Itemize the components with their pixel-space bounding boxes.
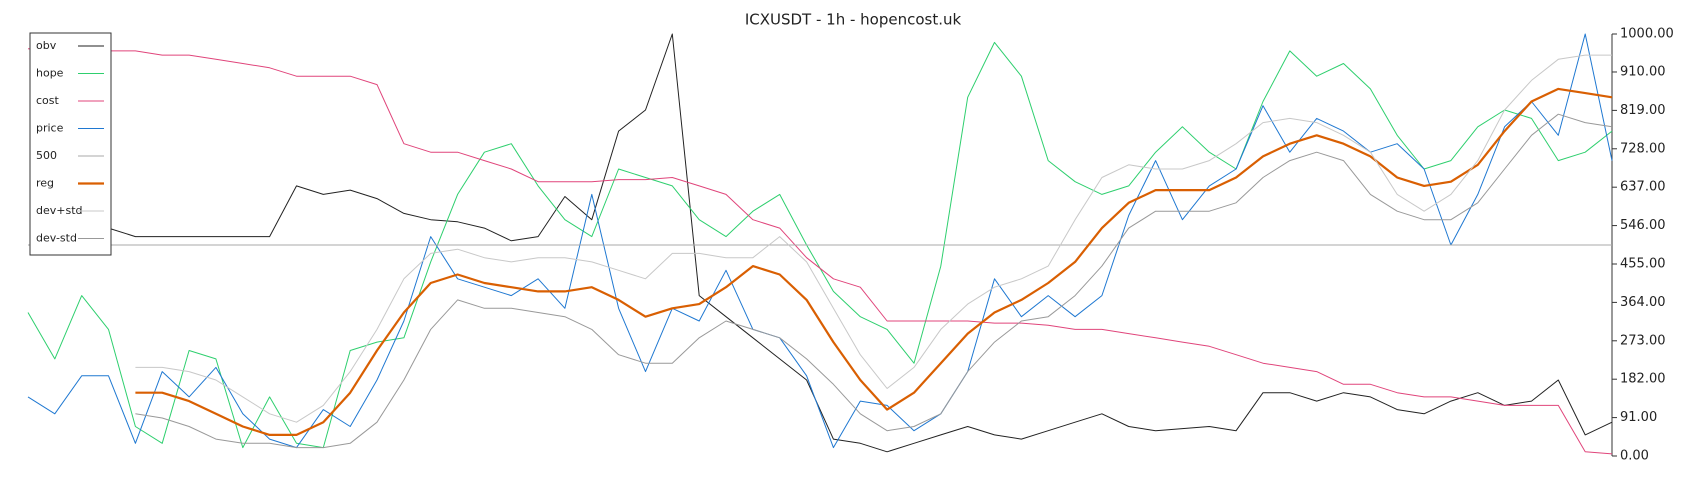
y-tick-label: 364.00	[1620, 295, 1666, 310]
y-tick-label: 273.00	[1620, 333, 1666, 348]
legend-label: obv	[36, 39, 57, 52]
line-6	[135, 54, 1612, 423]
legend-label: 500	[36, 149, 57, 162]
y-tick-label: 637.00	[1620, 180, 1666, 195]
legend-label: hope	[36, 67, 64, 80]
y-tick-label: 910.00	[1620, 64, 1666, 79]
line-5	[135, 87, 1613, 436]
y-tick-label: 455.00	[1620, 256, 1666, 271]
line-2	[27, 48, 1613, 455]
line-0	[108, 33, 1613, 453]
legend-box	[29, 32, 112, 256]
line-7	[135, 113, 1613, 449]
legend-label: dev-std	[36, 232, 77, 245]
chart-title: ICXUSDT - 1h - hopencost.uk	[745, 11, 962, 29]
legend-label: reg	[36, 177, 54, 190]
legend-label: dev+std	[36, 204, 83, 217]
line-3	[27, 33, 1613, 449]
y-tick-label: 819.00	[1620, 103, 1666, 118]
legend-label: cost	[36, 94, 60, 107]
y-tick-label: 0.00	[1620, 449, 1649, 464]
y-tick-label: 182.00	[1620, 372, 1666, 387]
y-tick-label: 728.00	[1620, 141, 1666, 156]
y-tick-label: 91.00	[1620, 410, 1657, 425]
y-tick-label: 546.00	[1620, 218, 1666, 233]
legend-label: price	[36, 122, 64, 135]
y-tick-label: 1000.00	[1620, 27, 1674, 42]
